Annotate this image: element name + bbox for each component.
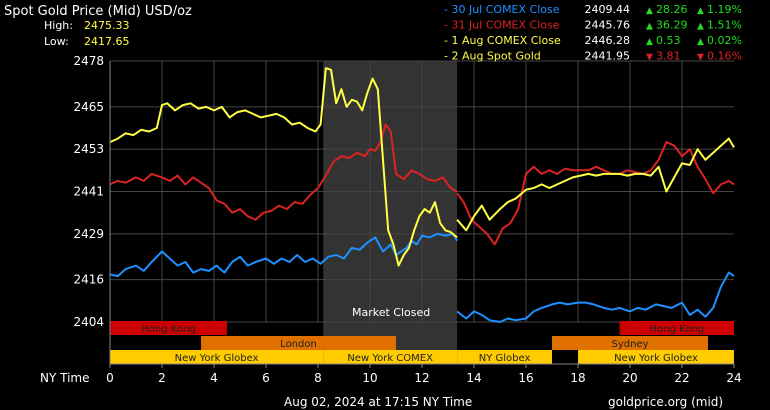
legend-change: 28.26 [656, 3, 688, 16]
x-tick-label: 12 [414, 371, 429, 385]
session-bar: New York Globex [110, 350, 324, 364]
session-label: New York Globex [614, 353, 698, 364]
y-tick-label: 2441 [73, 185, 104, 199]
legend-pct-icon: ▲ [697, 6, 704, 16]
legend-name: - 1 Aug COMEX Close [444, 34, 561, 47]
session-bar-fill [578, 350, 734, 364]
legend-change-icon: ▲ [646, 37, 653, 47]
session-label: London [280, 339, 317, 350]
legend-change: 3.81 [656, 50, 681, 63]
source-footer: goldprice.org (mid) [608, 395, 723, 409]
y-tick-label: 2404 [73, 315, 104, 329]
session-bar-fill [619, 321, 734, 335]
x-tick-label: 22 [674, 371, 689, 385]
legend-name: - 2 Aug Spot Gold [444, 50, 541, 63]
x-tick-label: 14 [466, 371, 481, 385]
legend-entry: - 2 Aug Spot Gold 2441.95 ▼ 3.81 ▼ 0.16% [444, 50, 742, 63]
legend-change-icon: ▲ [646, 6, 653, 16]
trading-sessions: Hong Kong Hong Kong London Sydney New York G… [110, 321, 734, 364]
session-label: Hong Kong [141, 324, 195, 335]
session-bar: NY Globex [457, 350, 552, 364]
x-tick-label: 16 [518, 371, 533, 385]
x-tick-label: 18 [570, 371, 585, 385]
x-axis-label: NY Time [40, 371, 90, 385]
session-bar: New York COMEX [323, 350, 458, 364]
x-tick-label: 4 [210, 371, 218, 385]
legend-change: 0.53 [656, 34, 681, 47]
series-line [456, 141, 735, 246]
legend-value: 2445.76 [585, 19, 631, 32]
x-tick-label: 8 [314, 371, 322, 385]
y-tick-label: 2478 [73, 54, 104, 68]
x-tick-label: 0 [106, 371, 114, 385]
session-label: Hong Kong [650, 324, 704, 335]
session-bar-fill [201, 336, 396, 350]
session-bar: London [201, 336, 396, 350]
legend-value: 2446.28 [585, 34, 631, 47]
legend-pct: 1.51% [707, 19, 742, 32]
grid-lines [110, 60, 734, 323]
session-bar: Sydney [552, 336, 708, 350]
legend-change-icon: ▼ [646, 53, 653, 63]
high-label: High: [44, 19, 73, 32]
legend-pct-icon: ▲ [697, 22, 704, 32]
market-closed-area [323, 61, 458, 364]
y-tick-label: 2453 [73, 142, 104, 156]
series-line [109, 123, 458, 221]
legend-value: 2441.95 [585, 50, 631, 63]
x-tick-label: 2 [158, 371, 166, 385]
x-tick-label: 6 [262, 371, 270, 385]
timestamp-footer: Aug 02, 2024 at 17:15 NY Time [284, 395, 472, 409]
x-tick-label: 24 [726, 371, 741, 385]
session-bar-fill [552, 336, 708, 350]
x-tick-label: 10 [362, 371, 377, 385]
session-bar-fill [323, 350, 458, 364]
legend-entry: - 1 Aug COMEX Close 2446.28 ▲ 0.53 ▲ 0.02% [444, 34, 742, 47]
legend-value: 2409.44 [585, 3, 631, 16]
legend-pct: 0.16% [707, 50, 742, 63]
legend-name: - 31 Jul COMEX Close [444, 19, 560, 32]
legend-name: - 30 Jul COMEX Close [444, 3, 560, 16]
legend-pct: 1.19% [707, 3, 742, 16]
series-line [109, 67, 458, 267]
legend-pct: 0.02% [707, 34, 742, 47]
session-bar-fill [110, 350, 324, 364]
legend-pct-icon: ▼ [697, 53, 704, 63]
session-label: NY Globex [479, 353, 531, 364]
y-tick-label: 2429 [73, 227, 104, 241]
session-label: New York Globex [175, 353, 259, 364]
legend-entry: - 31 Jul COMEX Close 2445.76 ▲ 36.29 ▲ 1.51% [444, 19, 742, 32]
low-label: Low: [44, 35, 69, 48]
x-tick-label: 20 [622, 371, 637, 385]
y-tick-label: 2465 [73, 100, 104, 114]
market-closed-label: Market Closed [352, 306, 430, 319]
y-tick-label: 2416 [73, 273, 104, 287]
series-line [109, 232, 458, 278]
session-bar: New York Globex [578, 350, 734, 364]
session-bar: Hong Kong [619, 321, 734, 335]
price-series [109, 67, 735, 323]
session-label: Sydney [611, 339, 648, 350]
legend-change: 36.29 [656, 19, 688, 32]
market-closed-shade [323, 61, 458, 364]
high-value: 2475.33 [84, 19, 130, 32]
low-value: 2417.65 [84, 35, 130, 48]
session-bar-fill [110, 321, 227, 335]
session-label: New York COMEX [347, 353, 433, 364]
legend-entry: - 30 Jul COMEX Close 2409.44 ▲ 28.26 ▲ 1.19% [444, 3, 742, 16]
chart-title: Spot Gold Price (Mid) USD/oz [4, 4, 192, 19]
series-line [456, 137, 735, 232]
series-line [456, 271, 735, 323]
legend-change-icon: ▲ [646, 22, 653, 32]
legend: - 30 Jul COMEX Close 2409.44 ▲ 28.26 ▲ 1.19%-… [444, 3, 742, 63]
session-bar: Hong Kong [110, 321, 227, 335]
session-bar-fill [457, 350, 552, 364]
legend-pct-icon: ▲ [697, 37, 704, 47]
